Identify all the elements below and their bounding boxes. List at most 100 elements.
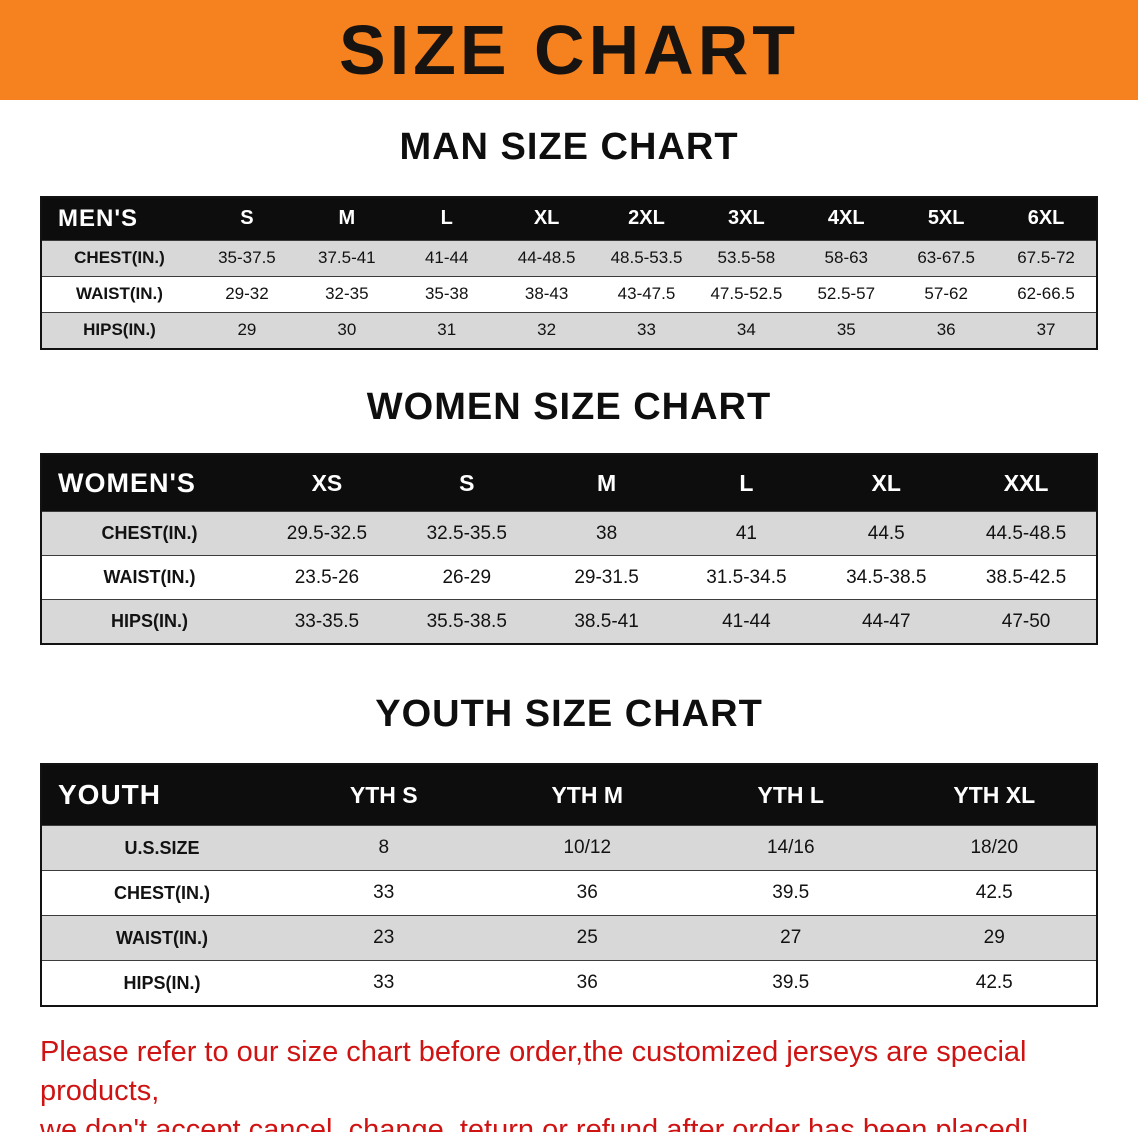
table-row: U.S.SIZE 8 10/12 14/16 18/20 [42, 825, 1096, 871]
men-table-corner-label: MEN'S [58, 204, 139, 232]
size-value: 52.5-57 [817, 284, 876, 304]
size-value: 57-62 [924, 284, 968, 304]
row-label: HIPS(IN.) [83, 320, 156, 340]
size-value: 39.5 [772, 972, 810, 994]
column-header: 5XL [927, 207, 965, 230]
youth-table-corner-label: YOUTH [58, 779, 161, 811]
size-value: 39.5 [772, 882, 810, 904]
size-value: 33 [373, 882, 395, 904]
size-value: 26-29 [442, 566, 492, 588]
size-value: 36 [576, 882, 598, 904]
size-value: 53.5-58 [717, 248, 776, 268]
disclaimer-note: Please refer to our size chart before or… [40, 1033, 1118, 1132]
size-value: 44.5-48.5 [985, 522, 1067, 544]
men-section-heading: MAN SIZE CHART [399, 126, 739, 168]
youth-size-table: YOUTH YTH S YTH M YTH L YTH XL U.S.SIZE 8 10/12… [40, 763, 1098, 1008]
size-value: 47.5-52.5 [710, 284, 783, 304]
row-label: CHEST(IN.) [114, 882, 210, 903]
disclaimer-line-1: Please refer to our size chart before or… [40, 1036, 1027, 1107]
women-size-table: WOMEN'S XS S M L XL XXL CHEST(IN.) 29.5-32.5 32.5… [40, 453, 1098, 646]
column-header: YTH M [551, 781, 624, 808]
size-value: 63-67.5 [917, 248, 975, 268]
size-value: 41 [735, 522, 757, 544]
table-row: WAIST(IN.) 23.5-26 26-29 29-31.5 31.5-34.5 34… [42, 555, 1096, 600]
column-header: L [440, 207, 453, 230]
size-value: 38.5-41 [574, 610, 639, 632]
men-table-header-row: MEN'S S M L XL 2XL 3XL 4XL 5XL 6XL [42, 197, 1096, 240]
size-value: 10/12 [563, 837, 612, 859]
column-header: S [240, 207, 254, 230]
size-value: 31 [437, 320, 457, 340]
column-header: YTH L [757, 781, 824, 808]
row-label: CHEST(IN.) [74, 248, 165, 268]
size-value: 37.5-41 [317, 248, 376, 268]
size-value: 35-38 [424, 284, 469, 304]
disclaimer-line-2: we don't accept cancel, change, teturn o… [40, 1113, 1029, 1132]
table-row: WAIST(IN.) 29-32 32-35 35-38 38-43 43-47.5 47.… [42, 275, 1096, 312]
row-label: CHEST(IN.) [101, 523, 198, 544]
youth-table-header-row: YOUTH YTH S YTH M YTH L YTH XL [42, 765, 1096, 826]
column-header: XL [533, 207, 560, 230]
size-value: 32-35 [325, 284, 369, 304]
size-value: 23.5-26 [294, 566, 360, 588]
size-value: 33-35.5 [294, 610, 360, 632]
youth-section-heading: YOUTH SIZE CHART [375, 693, 763, 736]
size-value: 62-66.5 [1017, 284, 1075, 304]
table-row: HIPS(IN.) 29 30 31 32 33 34 35 36 37 [42, 311, 1096, 348]
table-row: WAIST(IN.) 23 25 27 29 [42, 915, 1096, 961]
size-value: 38-43 [524, 284, 569, 304]
size-value: 29 [237, 320, 257, 340]
women-table-header-row: WOMEN'S XS S M L XL XXL [42, 455, 1096, 512]
size-value: 30 [337, 320, 357, 340]
row-label: WAIST(IN.) [76, 284, 163, 304]
size-value: 29-32 [225, 284, 269, 304]
size-value: 29-31.5 [574, 566, 639, 588]
table-row: HIPS(IN.) 33 36 39.5 42.5 [42, 960, 1096, 1006]
column-header: 2XL [628, 207, 665, 230]
size-value: 58-63 [824, 248, 869, 268]
row-label: U.S.SIZE [124, 837, 200, 858]
size-value: 37 [1036, 320, 1056, 340]
size-value: 38.5-42.5 [985, 566, 1067, 588]
size-value: 27 [780, 927, 802, 949]
men-size-table: MEN'S S M L XL 2XL 3XL 4XL 5XL 6XL CHEST(IN.) 35-37… [40, 195, 1098, 350]
column-header: M [596, 469, 617, 496]
table-row: HIPS(IN.) 33-35.5 35.5-38.5 38.5-41 41-44 44-… [42, 599, 1096, 644]
size-value: 29.5-32.5 [286, 522, 368, 544]
size-value: 44-48.5 [517, 248, 576, 268]
size-value: 41-44 [722, 610, 771, 632]
women-table-corner-label: WOMEN'S [58, 467, 196, 498]
size-value: 31.5-34.5 [706, 566, 787, 588]
column-header: XL [871, 469, 901, 496]
table-row: CHEST(IN.) 29.5-32.5 32.5-35.5 38 41 44.5 44.5… [42, 511, 1096, 556]
size-value: 25 [576, 927, 598, 949]
row-label: WAIST(IN.) [103, 567, 196, 588]
size-value: 47-50 [1001, 610, 1051, 632]
size-value: 43-47.5 [617, 284, 676, 304]
row-label: HIPS(IN.) [123, 972, 201, 993]
size-value: 18/20 [970, 837, 1019, 859]
size-value: 44.5 [867, 522, 905, 544]
women-section-heading: WOMEN SIZE CHART [366, 385, 772, 428]
column-header: 4XL [827, 207, 865, 230]
size-value: 35-37.5 [218, 248, 276, 268]
size-value: 33 [373, 972, 395, 994]
size-value: 23 [373, 927, 395, 949]
size-value: 42.5 [975, 882, 1013, 904]
size-value: 34 [736, 320, 756, 340]
table-row: CHEST(IN.) 33 36 39.5 42.5 [42, 870, 1096, 916]
size-value: 35 [836, 320, 856, 340]
size-value: 14/16 [766, 837, 815, 859]
column-header: YTH XL [953, 781, 1036, 808]
size-value: 38 [596, 522, 618, 544]
size-value: 29 [983, 927, 1005, 949]
size-value: 33 [637, 320, 656, 340]
size-value: 36 [576, 972, 598, 994]
size-value: 8 [378, 837, 390, 859]
row-label: HIPS(IN.) [110, 611, 188, 632]
column-header: M [338, 207, 356, 230]
size-value: 42.5 [975, 972, 1013, 994]
table-row: CHEST(IN.) 35-37.5 37.5-41 41-44 44-48.5 48.5… [42, 239, 1096, 276]
column-header: S [459, 469, 475, 496]
size-value: 48.5-53.5 [610, 248, 683, 268]
